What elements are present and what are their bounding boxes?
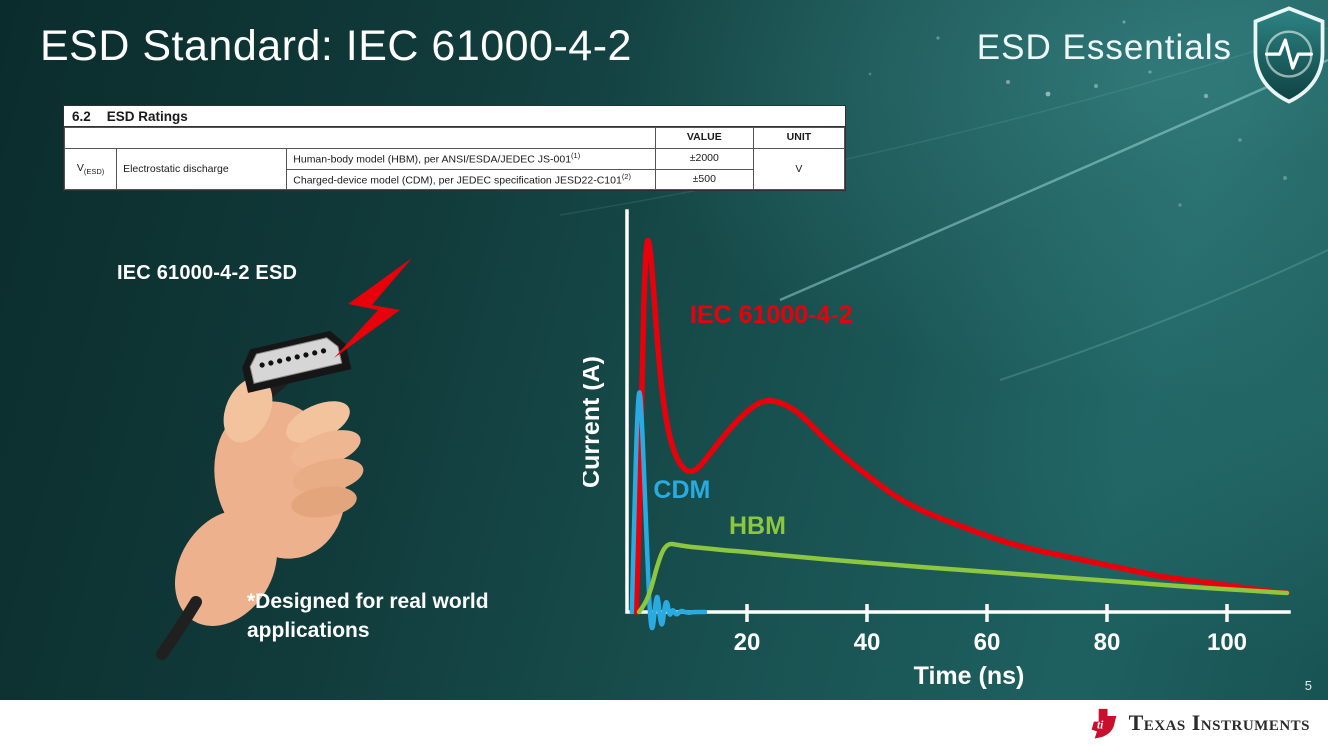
curve-label-iec-61000-4-2: IEC 61000-4-2: [690, 301, 853, 329]
series-hbm: [636, 541, 1290, 615]
svg-text:ti: ti: [1097, 719, 1104, 731]
note-line-1: *Designed for real world: [247, 590, 489, 613]
slide-title: ESD Standard: IEC 61000-4-2: [40, 22, 632, 70]
note-line-2: applications: [247, 619, 370, 643]
y-axis-label: Current (A): [583, 356, 605, 488]
cable-end: [156, 596, 202, 660]
hbm-description-text: Human-body model (HBM), per ANSI/ESDA/JE…: [293, 153, 572, 166]
ti-logo-icon: ti: [1091, 708, 1116, 739]
x-tick-label: 60: [974, 629, 1001, 656]
heartbeat-pulse-icon: [1265, 38, 1313, 70]
symbol-base: V: [76, 161, 84, 174]
cdm-footnote-ref: (2): [621, 171, 631, 181]
unit-value: V: [752, 147, 846, 191]
series-iec-61000-4-2: [633, 237, 1290, 615]
x-tick-label: 20: [734, 629, 761, 656]
header-empty-cell: [64, 127, 656, 149]
ti-logo-text: Texas Instruments: [1128, 710, 1310, 735]
esd-shield-icon: [1253, 6, 1325, 104]
cdm-value: ±500: [654, 168, 754, 191]
lightning-bolt-icon: [334, 258, 412, 358]
connector-caption: IEC 61000-4-2 ESD: [117, 262, 298, 284]
hbm-footnote-ref: (1): [571, 151, 581, 160]
table-section-heading: 6.2 ESD Ratings: [64, 106, 845, 127]
table-header-row: VALUE UNIT: [64, 127, 846, 149]
light-streak: [779, 58, 1328, 302]
ratings-grid: VALUE UNIT V(ESD) Electrostatic discharg…: [63, 127, 846, 191]
header-unit: UNIT: [752, 127, 846, 149]
light-streak: [559, 27, 1328, 216]
footer-bar: ti Texas Instruments: [0, 700, 1328, 746]
curve-label-cdm: CDM: [653, 476, 710, 504]
symbol-subscript: (ESD): [83, 166, 105, 176]
hbm-value: ±2000: [654, 148, 754, 170]
hand: [174, 377, 364, 626]
hbm-description: Human-body model (HBM), per ANSI/ESDA/JE…: [286, 148, 656, 170]
header-value: VALUE: [654, 127, 754, 149]
light-streak: [999, 249, 1328, 381]
table-row: V(ESD) Electrostatic discharge Human-bod…: [63, 147, 846, 191]
section-number: 6.2: [72, 109, 91, 124]
page-number: 5: [1304, 678, 1312, 693]
chart-axes: [625, 209, 1291, 614]
esd-waveform-chart: 20 40 60 80 100 Time (ns) Current (A) IEC 61000…: [583, 209, 1291, 690]
hand-connector-illustration: [156, 258, 412, 660]
table-row: Charged-device model (CDM), per JEDEC sp…: [65, 168, 845, 191]
curve-label-hbm: HBM: [729, 512, 786, 540]
series-brand: ESD Essentials: [976, 28, 1232, 67]
esd-ratings-table: 6.2 ESD Ratings VALUE UNIT V(ESD) Electr…: [63, 105, 846, 192]
x-axis-label: Time (ns): [914, 662, 1025, 690]
x-tick-label: 100: [1207, 629, 1247, 656]
hdmi-connector: [242, 330, 352, 393]
cdm-description: Charged-device model (CDM), per JEDEC sp…: [286, 168, 656, 191]
x-tick-label: 80: [1094, 629, 1121, 656]
param-name: Electrostatic discharge: [116, 147, 288, 191]
param-symbol: V(ESD): [63, 147, 118, 191]
x-tick-label: 40: [854, 629, 881, 656]
star-specks: [868, 20, 1287, 207]
designed-note: *Designed for real world applications: [247, 587, 489, 646]
connector-pins: [259, 348, 327, 368]
cdm-description-text: Charged-device model (CDM), per JEDEC sp…: [293, 174, 622, 187]
section-title: ESD Ratings: [106, 109, 188, 124]
series-cdm: [629, 390, 708, 631]
